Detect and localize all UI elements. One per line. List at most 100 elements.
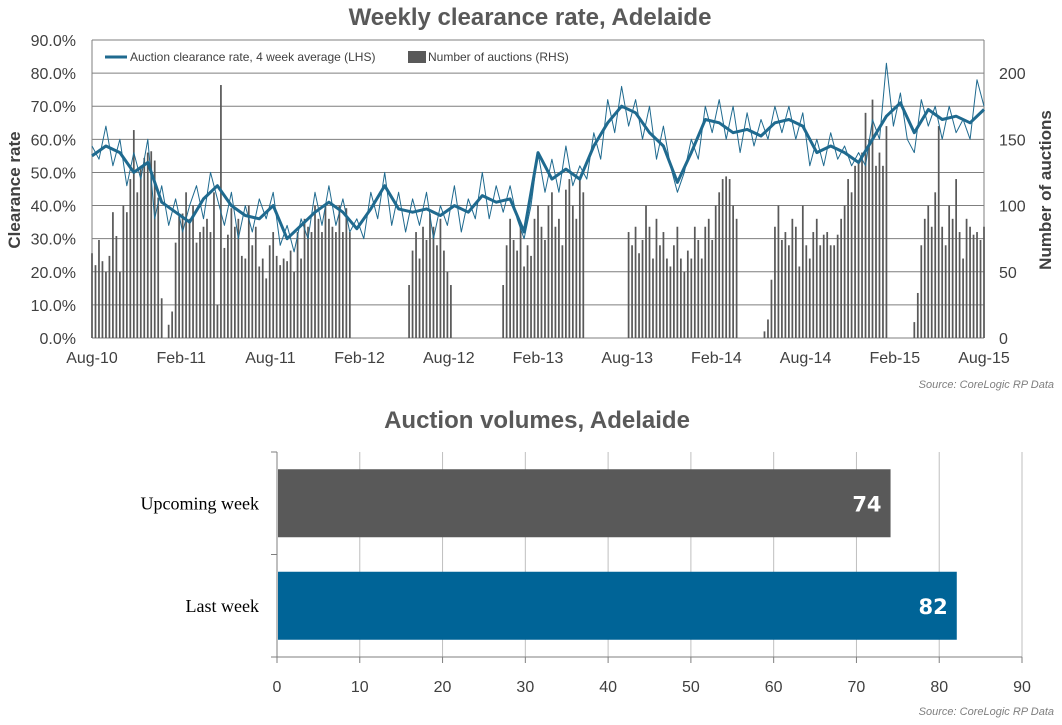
auction-bar [160,298,163,338]
auction-bar [815,218,818,338]
auction-bar [871,99,874,338]
right-tick-label: 100 [999,199,1026,216]
auction-bar [735,218,738,338]
auction-bar [547,205,550,338]
auction-bar [544,239,546,338]
auction-bar [537,205,539,338]
auction-bar [808,258,811,338]
auction-bar [728,179,731,338]
auction-bar [348,232,351,338]
auction-bar [415,232,417,338]
left-tick-label: 20.0% [31,265,76,282]
auction-bar [875,165,877,338]
right-tick-label: 150 [999,132,1026,149]
auction-bar [558,218,560,338]
x-tick-label: Feb-12 [334,350,385,367]
auction-bar [516,250,518,338]
auction-bar [784,232,787,338]
x-axis-ticks: Aug-10 Feb-11 Aug-11 Feb-12 Aug-12 Feb-13 Aug-… [66,350,1010,367]
auction-bar [443,250,445,338]
left-tick-label: 70.0% [31,99,76,116]
auction-bar [666,258,668,338]
auction-bar [690,258,693,338]
auction-bar [770,279,773,338]
auction-bar [916,292,919,338]
auction-bar [582,192,585,338]
auction-bar [721,179,724,338]
auction-bar [254,226,257,338]
auction-bar [819,245,822,338]
auction-bar [167,324,170,338]
auction-bar [923,218,926,338]
auction-bar [425,239,428,338]
volumes-chart-title: Auction volumes, Adelaide [384,407,690,434]
auction-bar [812,232,815,338]
auction-bar [836,234,839,338]
auction-bar [554,226,557,338]
auction-bar [843,205,846,338]
auction-bar [533,218,536,338]
auction-bar [247,205,250,338]
auction-bar [885,126,888,338]
auction-bar [833,245,836,338]
right-tick-label: 200 [999,66,1026,83]
average-clearance-line [91,101,986,241]
auction-bar [659,245,661,338]
clearance-chart: Weekly clearance rate, Adelaide 0.0% 10.0… [5,4,1055,391]
x-tick-label: Feb-11 [156,350,206,367]
auction-bar [822,234,825,338]
auction-bar [707,218,710,338]
left-axis-title: Clearance rate [5,131,24,248]
auction-bar [91,253,93,338]
auction-bar [847,179,849,338]
auction-bar [324,205,327,338]
auction-bar [411,250,414,338]
auction-bar [767,319,769,338]
volumes-x-tick-label: 70 [848,679,866,696]
auction-bar [307,226,309,338]
auction-bar [188,218,191,338]
auction-bar [930,226,933,338]
auction-bar [181,213,184,338]
volumes-chart: Auction volumes, Adelaide 74 82 0 10 20 30 40… [141,407,1054,718]
volumes-categories: Upcoming week Last week [141,493,259,616]
auction-bar [174,242,177,338]
x-tick-label: Feb-14 [691,350,742,367]
auction-bar [913,322,916,338]
volume-value-label: 82 [919,595,948,619]
volumes-x-ticks: 0 10 20 30 40 50 60 70 80 90 [273,679,1031,696]
auction-bar [575,218,578,338]
auction-bar [781,239,783,338]
auction-bar [540,226,543,338]
auction-bar [94,265,97,338]
auction-bar [286,261,288,338]
auction-bar [502,285,505,338]
legend-line-label: Auction clearance rate, 4 week average (… [130,50,375,64]
auction-bar [408,285,410,338]
auction-bar [432,226,435,338]
auction-bar [150,151,153,338]
auction-bar [108,255,111,338]
volume-bar [278,571,957,640]
auction-bar [227,234,229,338]
auction-bar [185,192,187,338]
auction-bar [119,271,121,338]
auction-bar [98,239,100,338]
auction-bar [258,266,261,338]
auction-bar [944,245,947,338]
legend-bar-label: Number of auctions (RHS) [428,50,569,64]
auction-bar [794,226,797,338]
auction-bar [578,179,581,338]
volume-category-label: Last week [186,596,259,616]
auction-bar [328,218,330,338]
auction-bar [631,245,633,338]
auction-bar [648,226,651,338]
auction-bar [965,218,968,338]
auction-bar [774,226,776,338]
auction-bar [714,205,717,338]
auction-bars [91,85,985,338]
right-axis-ticks: 0 50 100 150 200 [999,66,1026,348]
auction-bar [105,271,107,338]
auction-bar [861,152,863,338]
left-tick-label: 60.0% [31,132,76,149]
